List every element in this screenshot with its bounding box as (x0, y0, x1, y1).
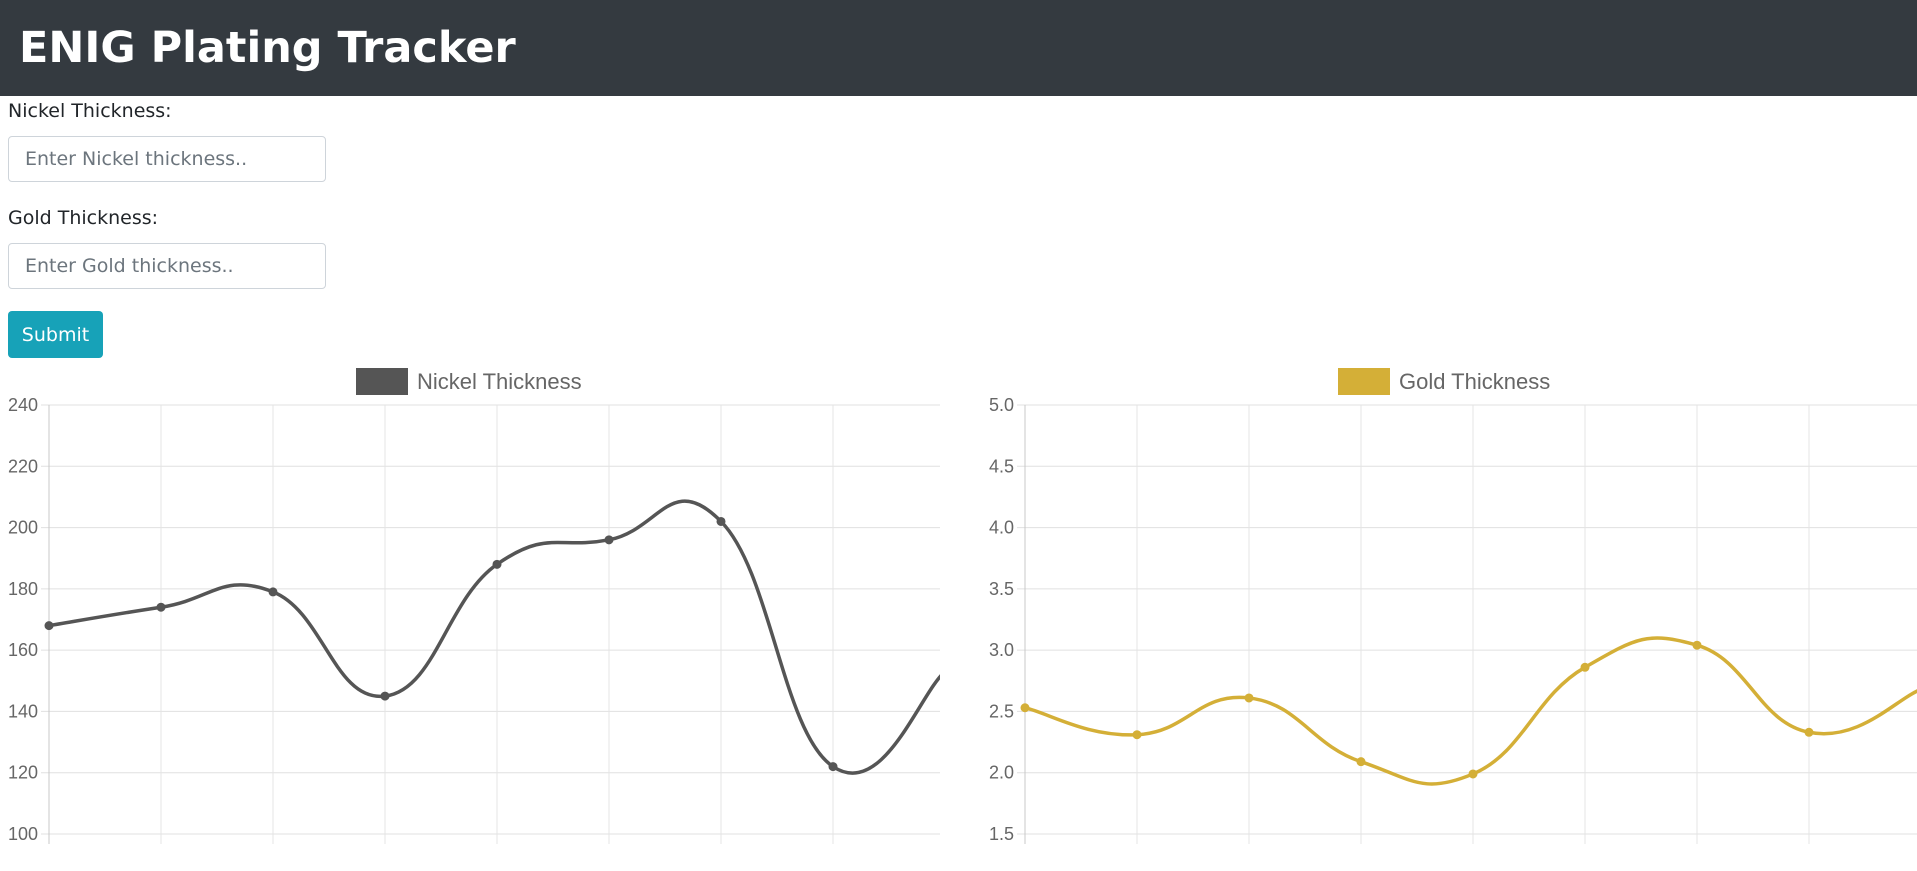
gold-input[interactable] (8, 243, 326, 289)
y-tick-label: 3.0 (989, 640, 1014, 660)
navbar: ENIG Plating Tracker (0, 0, 1917, 96)
y-tick-label: 120 (8, 763, 38, 783)
legend-label: Nickel Thickness (417, 369, 582, 394)
y-tick-label: 180 (8, 579, 38, 599)
series-line-nickel (49, 499, 940, 775)
gold-label: Gold Thickness: (8, 207, 159, 229)
data-point[interactable] (44, 621, 54, 631)
data-point[interactable] (604, 535, 614, 545)
nickel-input[interactable] (8, 136, 326, 182)
series-line-gold (1025, 636, 1917, 786)
data-point[interactable] (156, 602, 166, 612)
page-title: ENIG Plating Tracker (19, 23, 516, 73)
nickel-chart: 240 220 200 180 160 140 120 100 Nickel Thickness (0, 360, 940, 871)
data-point[interactable] (1356, 757, 1366, 767)
submit-button[interactable]: Submit (8, 311, 103, 358)
chart-legend[interactable]: Gold Thickness (1338, 368, 1550, 395)
y-tick-label: 4.5 (989, 456, 1014, 476)
data-point[interactable] (716, 516, 726, 526)
data-point[interactable] (1468, 769, 1478, 779)
data-point[interactable] (1132, 730, 1142, 740)
y-tick-label: 2.5 (989, 701, 1014, 721)
data-point[interactable] (1804, 727, 1814, 737)
y-tick-label: 4.0 (989, 518, 1014, 538)
chart-legend[interactable]: Nickel Thickness (356, 368, 582, 395)
legend-swatch (356, 368, 408, 395)
y-tick-label: 220 (8, 456, 38, 476)
y-tick-label: 140 (8, 701, 38, 721)
y-tick-label: 1.5 (989, 824, 1014, 844)
legend-label: Gold Thickness (1399, 369, 1550, 394)
gold-chart-svg: 5.0 4.5 4.0 3.5 3.0 2.5 2.0 1.5 Gold Thickness (989, 368, 1917, 844)
y-tick-label: 100 (8, 824, 38, 844)
nickel-chart-svg: 240 220 200 180 160 140 120 100 Nickel Thickness (8, 368, 940, 844)
y-tick-label: 3.5 (989, 579, 1014, 599)
data-point[interactable] (492, 559, 502, 569)
y-tick-label: 240 (8, 395, 38, 415)
y-tick-label: 2.0 (989, 763, 1014, 783)
data-point[interactable] (380, 691, 390, 701)
data-point[interactable] (828, 762, 838, 772)
legend-swatch (1338, 368, 1390, 395)
nickel-label: Nickel Thickness: (8, 100, 172, 122)
y-tick-label: 200 (8, 518, 38, 538)
y-tick-label: 160 (8, 640, 38, 660)
data-point[interactable] (1244, 693, 1254, 703)
y-tick-label: 5.0 (989, 395, 1014, 415)
data-point[interactable] (268, 587, 278, 597)
gold-chart: 5.0 4.5 4.0 3.5 3.0 2.5 2.0 1.5 Gold Thickness (982, 360, 1917, 871)
data-point[interactable] (1580, 662, 1590, 672)
data-point[interactable] (1692, 640, 1702, 650)
data-point[interactable] (1020, 703, 1030, 713)
